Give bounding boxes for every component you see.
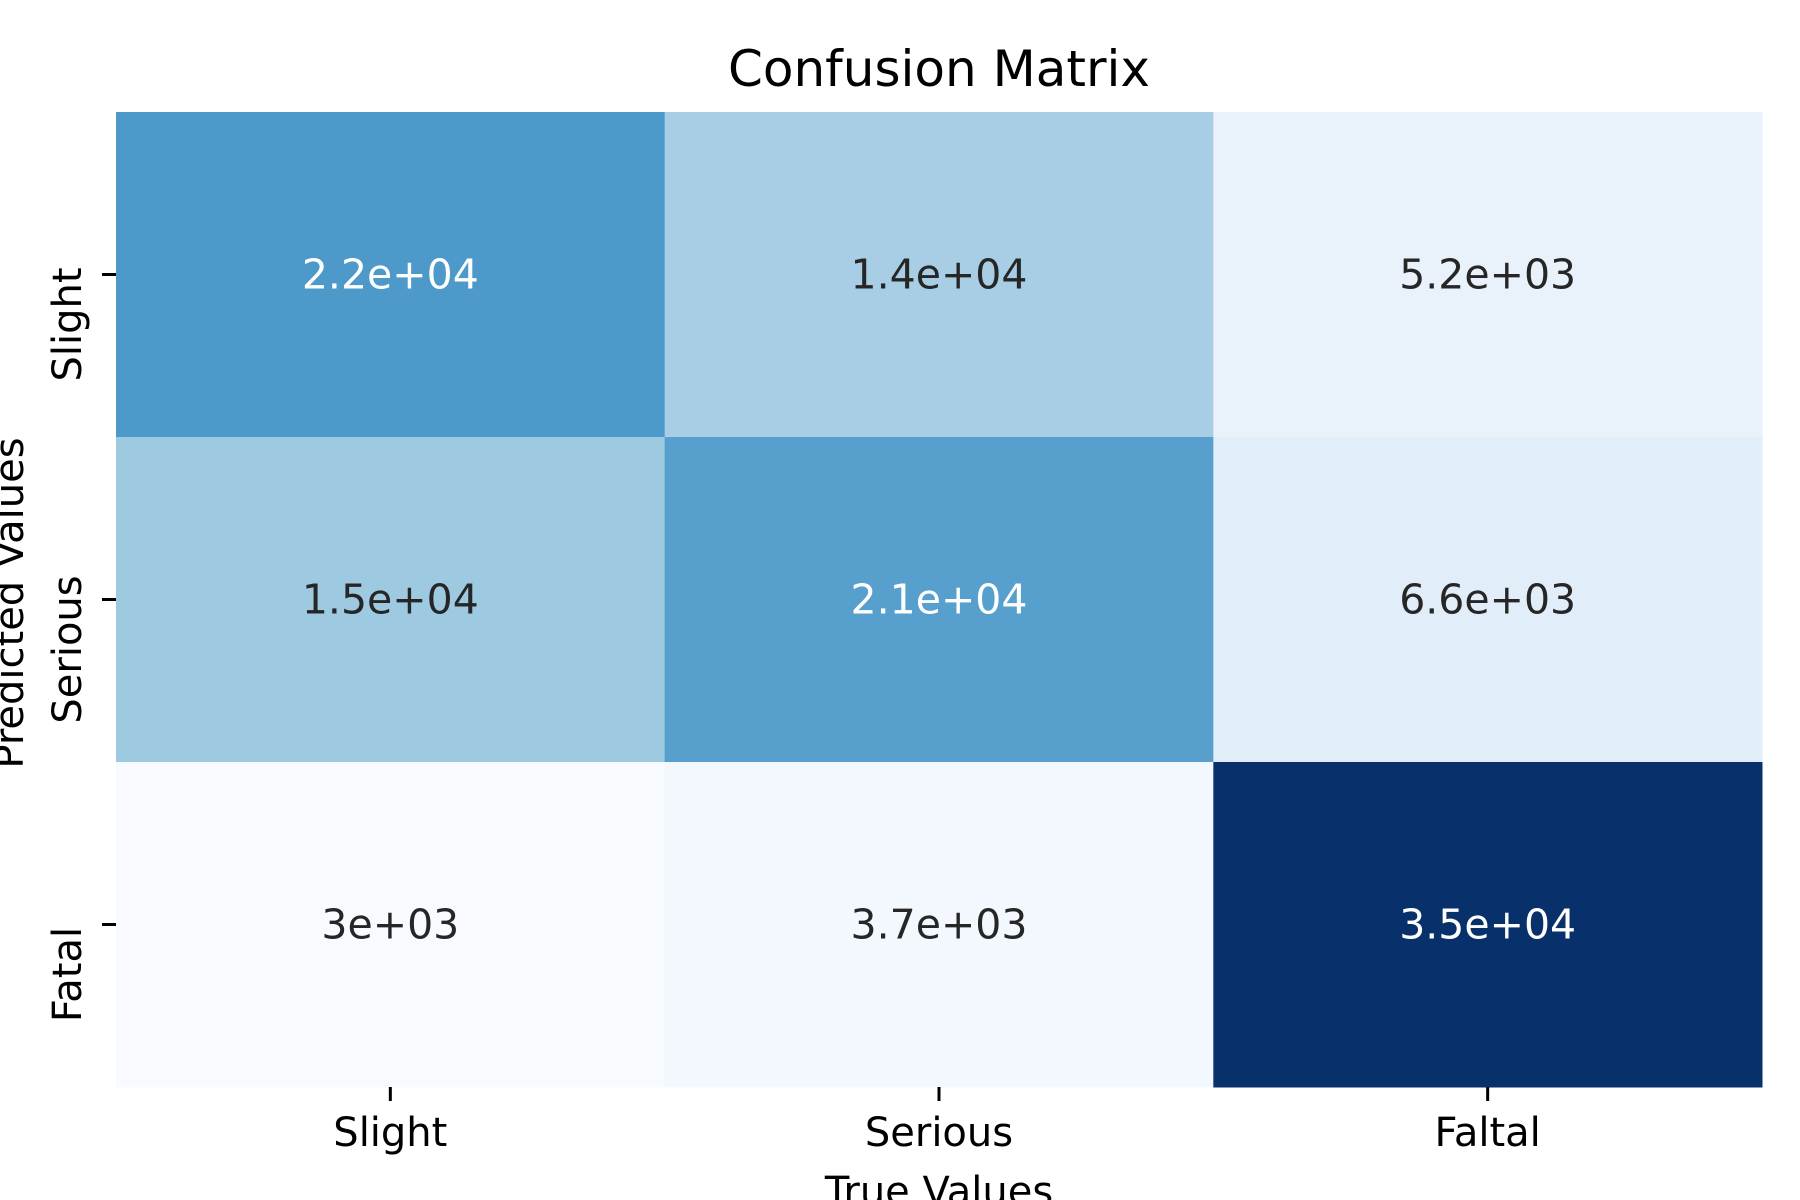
x-axis-label: True Values	[824, 1169, 1053, 1200]
cell-value-label: 1.4e+04	[851, 251, 1028, 299]
heatmap-cell	[116, 762, 666, 1088]
heatmap-cell	[664, 112, 1214, 438]
heatmap-cell	[116, 437, 666, 763]
cell-value-label: 2.1e+04	[851, 576, 1028, 624]
x-tick-label: Faltal	[1435, 1110, 1541, 1156]
cell-value-label: 3.7e+03	[851, 901, 1028, 949]
heatmap-cell	[664, 762, 1214, 1088]
y-tick-label: Slight	[45, 267, 91, 381]
x-tick-label: Serious	[865, 1110, 1013, 1156]
cell-value-label: 1.5e+04	[302, 576, 479, 624]
y-axis-label: Predicted Values	[0, 437, 33, 768]
y-tick-label: Serious	[45, 575, 91, 723]
heatmap-cell	[664, 437, 1214, 763]
heatmap-cell	[116, 112, 666, 438]
x-axis-ticks: Slight Serious Faltal	[333, 1087, 1541, 1156]
chart-title: Confusion Matrix	[728, 40, 1150, 98]
cell-value-label: 2.2e+04	[302, 251, 479, 299]
heatmap-cell	[1213, 437, 1763, 763]
heatmap-cell	[1213, 762, 1763, 1088]
heatmap-cell-labels: 2.2e+04 1.4e+04 5.2e+03 1.5e+04 2.1e+04 6.6e+…	[302, 251, 1576, 949]
cell-value-label: 3.5e+04	[1399, 901, 1576, 949]
y-axis-ticks: Slight Serious Fatal	[45, 267, 116, 1022]
x-tick-label: Slight	[333, 1110, 447, 1156]
y-tick-label: Fatal	[45, 927, 91, 1022]
cell-value-label: 5.2e+03	[1399, 251, 1576, 299]
heatmap-cell	[1213, 112, 1763, 438]
cell-value-label: 3e+03	[321, 901, 459, 949]
cell-value-label: 6.6e+03	[1399, 576, 1576, 624]
heatmap-cells	[116, 112, 1763, 1088]
